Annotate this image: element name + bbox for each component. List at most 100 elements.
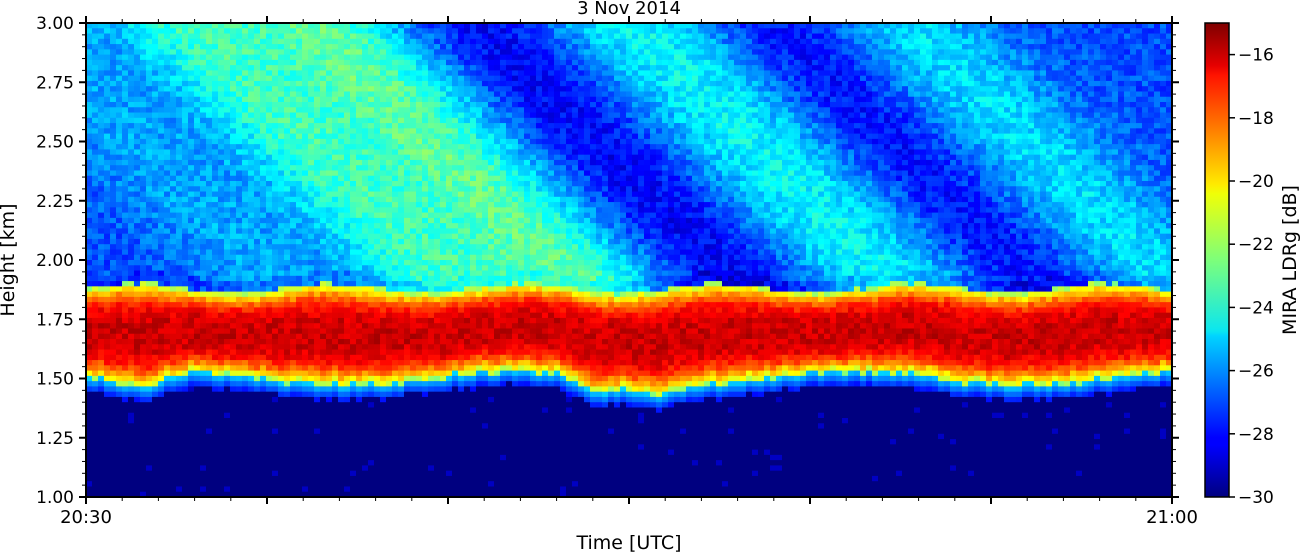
- heatmap-cell: [182, 23, 189, 29]
- heatmap-cell: [416, 233, 423, 240]
- heatmap-cell: [218, 181, 225, 187]
- heatmap-cell: [248, 191, 255, 198]
- heatmap-cell: [404, 202, 411, 208]
- heatmap-cell: [278, 28, 285, 35]
- heatmap-cell: [392, 202, 399, 208]
- heatmap-cell: [152, 207, 159, 214]
- heatmap-cell: [212, 481, 219, 488]
- heatmap-cell: [158, 486, 165, 493]
- heatmap-cell: [410, 281, 417, 287]
- heatmap-cell: [164, 181, 171, 187]
- heatmap-cell: [98, 181, 105, 187]
- heatmap-cell: [362, 475, 369, 482]
- heatmap-cell: [176, 217, 183, 224]
- heatmap-cell: [332, 381, 339, 387]
- heatmap-cell: [338, 444, 345, 451]
- heatmap-cell: [242, 102, 249, 108]
- heatmap-cell: [314, 191, 321, 198]
- heatmap-cell: [218, 233, 225, 240]
- heatmap-cell: [332, 344, 339, 351]
- heatmap-cell: [302, 360, 309, 366]
- heatmap-cell: [206, 344, 213, 351]
- heatmap-cell: [188, 44, 195, 50]
- heatmap-cell: [182, 428, 189, 435]
- heatmap-cell: [116, 481, 123, 488]
- heatmap-cell: [188, 207, 195, 214]
- heatmap-cell: [158, 402, 165, 409]
- heatmap-cell: [182, 286, 189, 293]
- heatmap-cell: [404, 391, 411, 398]
- heatmap-cell: [242, 202, 249, 208]
- heatmap-cell: [398, 233, 405, 240]
- heatmap-cell: [170, 275, 177, 282]
- heatmap-cell: [200, 396, 207, 403]
- heatmap-cell: [308, 302, 315, 308]
- heatmap-cell: [326, 181, 333, 187]
- heatmap-cell: [350, 59, 357, 66]
- heatmap-cell: [302, 28, 309, 35]
- heatmap-cell: [350, 65, 357, 71]
- heatmap-cell: [104, 333, 111, 340]
- heatmap-cell: [392, 412, 399, 419]
- heatmap-cell: [410, 291, 417, 298]
- heatmap-cell: [254, 407, 261, 414]
- heatmap-cell: [236, 123, 243, 129]
- heatmap-cell: [92, 360, 99, 366]
- heatmap-cell: [254, 54, 261, 61]
- heatmap-cell: [254, 233, 261, 240]
- heatmap-cell: [296, 223, 303, 229]
- heatmap-cell: [164, 423, 171, 430]
- heatmap-cell: [284, 28, 291, 35]
- heatmap-cell: [206, 291, 213, 298]
- heatmap-cell: [386, 80, 393, 87]
- heatmap-cell: [116, 23, 123, 29]
- heatmap-cell: [290, 249, 297, 256]
- heatmap-cell: [278, 470, 285, 477]
- heatmap-cell: [392, 475, 399, 482]
- heatmap-cell: [116, 191, 123, 198]
- heatmap-cell: [176, 449, 183, 456]
- heatmap-cell: [182, 181, 189, 187]
- heatmap-cell: [128, 418, 135, 424]
- heatmap-cell: [284, 154, 291, 161]
- heatmap-cell: [146, 33, 153, 40]
- heatmap-cell: [266, 23, 273, 29]
- heatmap-cell: [170, 339, 177, 345]
- heatmap-cell: [386, 365, 393, 372]
- heatmap-cell: [302, 196, 309, 203]
- heatmap-cell: [350, 23, 357, 29]
- heatmap-cell: [254, 65, 261, 71]
- heatmap-cell: [404, 70, 411, 77]
- heatmap-cell: [392, 302, 399, 308]
- heatmap-cell: [260, 291, 267, 298]
- heatmap-cell: [290, 144, 297, 150]
- heatmap-cell: [242, 449, 249, 456]
- heatmap-cell: [254, 339, 261, 345]
- heatmap-cell: [344, 212, 351, 219]
- heatmap-cell: [260, 375, 267, 382]
- heatmap-cell: [158, 44, 165, 50]
- heatmap-cell: [332, 454, 339, 461]
- heatmap-cell: [122, 123, 129, 129]
- heatmap-cell: [272, 181, 279, 187]
- heatmap-cell: [218, 191, 225, 198]
- heatmap-cell: [110, 423, 117, 430]
- heatmap-cell: [338, 196, 345, 203]
- heatmap-cell: [260, 154, 267, 161]
- heatmap-cell: [116, 80, 123, 87]
- heatmap-cell: [224, 28, 231, 35]
- heatmap-cell: [236, 481, 243, 488]
- heatmap-cell: [344, 281, 351, 287]
- heatmap-cell: [218, 381, 225, 387]
- heatmap-cell: [320, 286, 327, 293]
- heatmap-cell: [314, 481, 321, 488]
- heatmap-cell: [272, 465, 279, 472]
- heatmap-cell: [140, 375, 147, 382]
- heatmap-cell: [134, 149, 141, 156]
- heatmap-cell: [380, 339, 387, 345]
- heatmap-cell: [152, 386, 159, 393]
- heatmap-cell: [176, 133, 183, 140]
- heatmap-cell: [290, 381, 297, 387]
- heatmap-cell: [380, 149, 387, 156]
- heatmap-cell: [392, 491, 399, 497]
